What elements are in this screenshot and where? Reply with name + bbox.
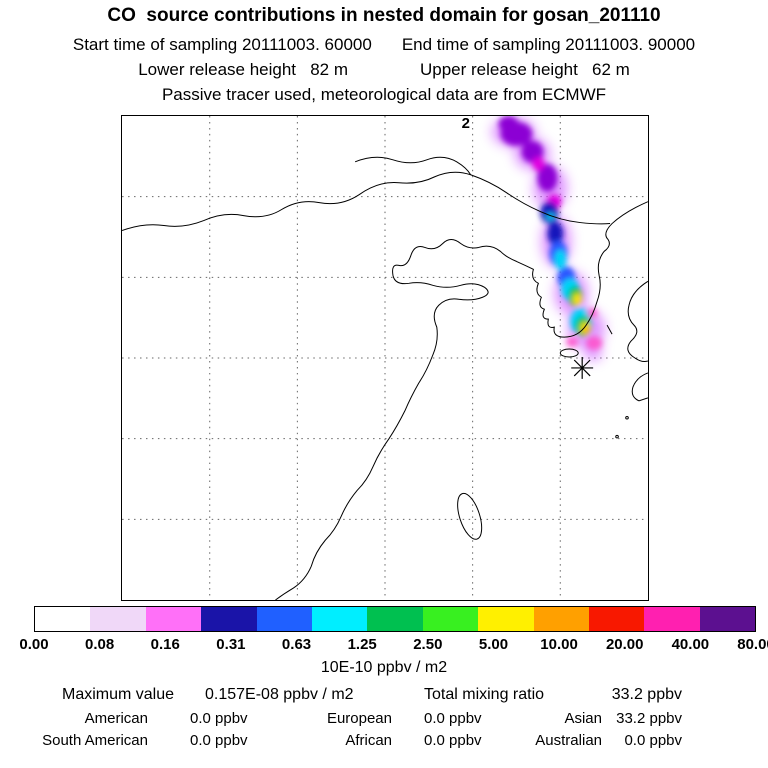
- island-taiwan: [457, 492, 483, 540]
- total-mixing-ratio-value: 33.2 ppbv: [611, 686, 682, 703]
- total-mixing-ratio-label: Total mixing ratio: [424, 686, 545, 703]
- colorbar-tick-label: 0.16: [150, 636, 180, 653]
- colorbar-tick-label: 5.00: [478, 636, 509, 653]
- colorbar-segment: [367, 607, 423, 631]
- contribution-value: 0.0 ppbv: [424, 732, 482, 749]
- contribution-value: 0.0 ppbv: [624, 732, 682, 749]
- contribution-label: South American: [42, 732, 148, 749]
- sampling-times: Start time of sampling 20111003. 60000 E…: [0, 35, 768, 55]
- map-plot: 2: [122, 116, 648, 600]
- colorbar-tick-labels: 0.00 0.08 0.16 0.31 0.63 1.25 2.50 5.00 10.00 20.…: [19, 636, 768, 654]
- start-time-text: Start time of sampling 20111003. 60000: [72, 35, 372, 54]
- lower-release-text: Lower release height 82 m: [138, 60, 348, 79]
- colorbar-segment: [422, 607, 479, 631]
- plume-core: [498, 116, 603, 351]
- contribution-label: American: [84, 710, 148, 727]
- colorbar-segment: [201, 607, 257, 631]
- colorbar-tick-label: 40.00: [671, 636, 710, 653]
- tracer-info-line: Passive tracer used, meteorological data…: [0, 85, 768, 105]
- island-small-1: [615, 434, 619, 439]
- coastline: [122, 156, 648, 600]
- contribution-table: American 0.0 ppbv European 0.0 ppbv Asian 33.…: [0, 710, 768, 758]
- contribution-label: European: [326, 710, 392, 727]
- border-line-north: [122, 171, 611, 231]
- end-time-text: End time of sampling 20111003. 90000: [401, 35, 696, 54]
- contribution-value: 0.0 ppbv: [190, 710, 248, 727]
- coast-mainland: [275, 201, 648, 600]
- tracer-info-text: Passive tracer used, meteorological data…: [161, 85, 607, 104]
- coast-kyushu: [631, 372, 648, 402]
- colorbar-tick-label: 10.00: [540, 636, 578, 653]
- colorbar-tick-label: 0.08: [85, 636, 115, 653]
- colorbar-units: 10E-10 ppbv / m2: [320, 659, 448, 676]
- border-line-upper: [354, 156, 472, 176]
- colorbar-tick-label: 1.25: [347, 636, 377, 653]
- grid-lines: [122, 116, 648, 600]
- release-heights: Lower release height 82 m Upper release …: [0, 60, 768, 80]
- summary-line: Maximum value 0.157E-08 ppbv / m2 Total …: [0, 686, 768, 706]
- island-tsushima: [606, 324, 613, 335]
- colorbar-segments: [35, 607, 756, 631]
- contribution-label: African: [345, 732, 392, 749]
- colorbar-tick-label: 20.00: [605, 636, 644, 653]
- colorbar-tick-label: 0.63: [281, 636, 312, 653]
- colorbar-segment: [478, 607, 534, 631]
- coast-japan: [627, 280, 648, 363]
- colorbar-segment: [533, 607, 589, 631]
- receptor-marker: [571, 357, 594, 379]
- island-jeju: [559, 348, 579, 358]
- max-value: 0.157E-08 ppbv / m2: [205, 686, 354, 703]
- colorbar-segment: [644, 607, 700, 631]
- figure-title: CO source contributions in nested domain…: [107, 5, 661, 26]
- colorbar-segment: [35, 607, 91, 631]
- colorbar-tick-label: 0.31: [216, 636, 246, 653]
- map: 2: [121, 115, 649, 601]
- colorbar-tick-label: 0.00: [19, 636, 49, 653]
- map-annotation: 2: [462, 116, 470, 132]
- plume: [491, 116, 606, 361]
- colorbar-segment: [311, 607, 368, 631]
- contribution-label: Asian: [564, 710, 602, 727]
- colorbar-segment: [256, 607, 312, 631]
- max-value-label: Maximum value: [62, 686, 175, 703]
- contribution-label: Australian: [535, 732, 602, 749]
- colorbar-tick-label: 80.00: [737, 636, 768, 653]
- contribution-value: 0.0 ppbv: [190, 732, 248, 749]
- colorbar-segment: [699, 607, 756, 631]
- upper-release-text: Upper release height 62 m: [420, 60, 630, 79]
- contribution-row: American 0.0 ppbv European 0.0 ppbv Asian 33.…: [0, 710, 768, 730]
- contribution-value: 33.2 ppbv: [616, 710, 682, 727]
- colorbar-segment: [145, 607, 202, 631]
- colorbar-segment: [90, 607, 146, 631]
- colorbar-tick-label: 2.50: [413, 636, 443, 653]
- colorbar-segment: [588, 607, 645, 631]
- colorbar: [34, 606, 756, 632]
- contribution-row: South American 0.0 ppbv African 0.0 ppbv Aus…: [0, 732, 768, 752]
- island-small-2: [625, 415, 629, 420]
- contribution-value: 0.0 ppbv: [424, 710, 482, 727]
